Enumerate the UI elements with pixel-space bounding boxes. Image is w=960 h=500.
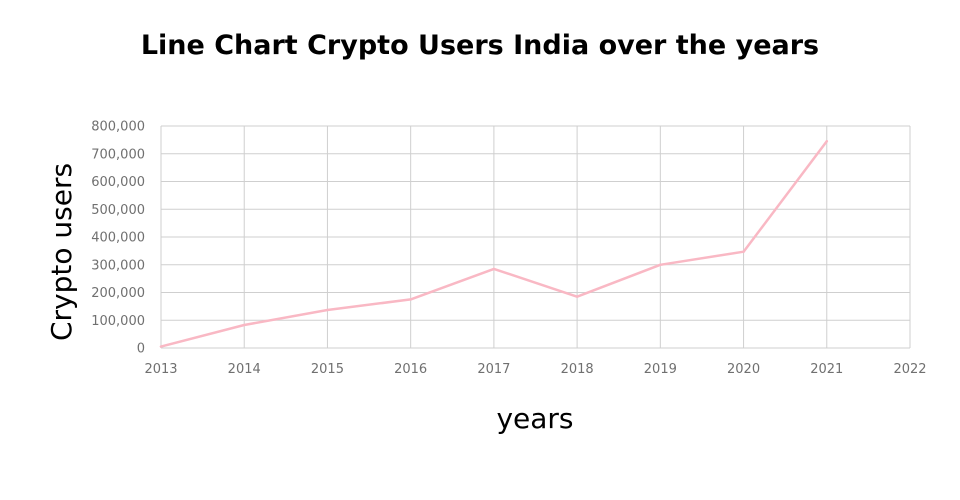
x-axis-tick-labels: 2013 2014 2015 2016 2017 2018 2019 2020 2021 2022: [144, 362, 926, 377]
data-point: [659, 263, 662, 266]
data-point: [409, 298, 412, 301]
y-tick-label: 200,000: [91, 286, 145, 301]
data-point: [159, 345, 163, 348]
y-axis-tick-labels: 0 100,000 200,000 300,000 400,000 500,000 600,…: [91, 120, 145, 357]
x-tick-label: 2018: [561, 362, 594, 377]
x-tick-label: 2021: [810, 362, 843, 377]
x-tick-label: 2016: [394, 362, 427, 377]
data-point: [492, 267, 496, 271]
x-tick-label: 2019: [644, 362, 677, 377]
data-point: [742, 250, 745, 253]
data-point: [243, 323, 246, 327]
y-tick-label: 500,000: [91, 203, 145, 218]
data-point: [575, 295, 579, 298]
x-tick-label: 2013: [144, 362, 177, 377]
x-tick-label: 2017: [477, 362, 510, 377]
x-tick-label: 2014: [228, 362, 261, 377]
x-axis-label: years: [496, 402, 573, 435]
series-group: [159, 140, 829, 348]
chart-title: Line Chart Crypto Users India over the y…: [141, 30, 819, 61]
gridlines: [160, 125, 911, 349]
y-tick-label: 400,000: [91, 231, 145, 246]
x-tick-label: 2015: [311, 362, 344, 377]
y-tick-label: 700,000: [91, 147, 145, 162]
data-point: [825, 140, 828, 143]
x-tick-label: 2022: [893, 362, 926, 377]
y-tick-label: 800,000: [91, 120, 145, 135]
data-point: [326, 308, 329, 312]
x-tick-label: 2020: [727, 362, 760, 377]
y-tick-label: 100,000: [91, 314, 145, 329]
y-tick-label: 300,000: [91, 258, 145, 273]
y-tick-label: 600,000: [91, 175, 145, 190]
y-axis-label: Crypto users: [45, 163, 78, 341]
y-tick-label: 0: [137, 342, 145, 357]
